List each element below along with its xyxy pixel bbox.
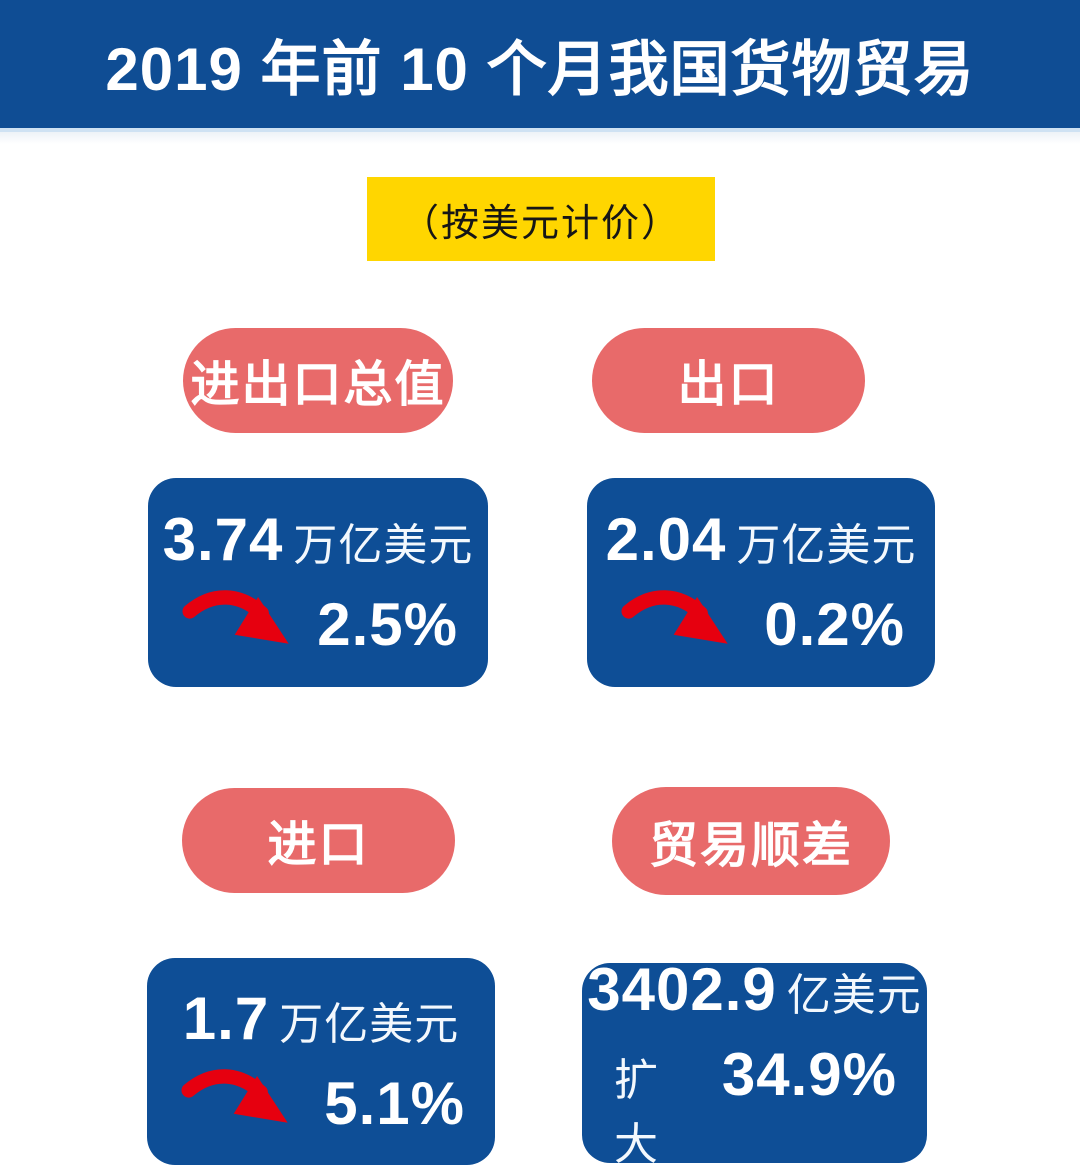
card-total-trade: 3.74 万亿美元 2.5% (148, 478, 488, 687)
imports-change: 5.1% (324, 1069, 465, 1137)
total-trade-unit: 万亿美元 (293, 521, 474, 570)
imports-change-line: 5.1% (171, 1067, 471, 1139)
imports-unit: 万亿美元 (279, 1000, 460, 1049)
pill-total-trade: 进出口总值 (183, 328, 453, 433)
trend-down-arrow-icon (181, 1069, 288, 1123)
trend-down-arrow-icon (621, 590, 728, 644)
exports-value-line: 2.04 万亿美元 (606, 505, 916, 574)
card-imports: 1.7 万亿美元 5.1% (147, 958, 495, 1165)
banner-shadow (0, 132, 1080, 144)
pill-trade-surplus: 贸易顺差 (612, 787, 890, 895)
exports-value: 2.04 (605, 506, 727, 573)
exports-unit: 万亿美元 (736, 521, 917, 570)
pill-exports-label: 出口 (677, 358, 780, 412)
exports-change-line: 0.2% (611, 588, 911, 660)
total-trade-value-line: 3.74 万亿美元 (163, 505, 473, 574)
total-trade-change: 2.5% (317, 590, 458, 658)
subtitle-badge: （按美元计价） (367, 177, 715, 261)
trade-surplus-value: 3402.9 (587, 955, 777, 1023)
pill-imports: 进口 (182, 788, 455, 893)
imports-value-line: 1.7 万亿美元 (171, 984, 471, 1053)
banner-separator (0, 128, 1080, 132)
subtitle-label: （按美元计价） (400, 202, 681, 245)
pill-trade-surplus-label: 贸易顺差 (648, 818, 853, 873)
header-banner: 2019 年前 10 个月我国货物贸易 (0, 0, 1080, 128)
trade-surplus-unit: 亿美元 (786, 970, 922, 1020)
card-exports: 2.04 万亿美元 0.2% (587, 478, 935, 687)
exports-change: 0.2% (764, 590, 905, 658)
trade-surplus-change: 34.9% (721, 1040, 897, 1108)
total-trade-change-line: 2.5% (172, 588, 464, 660)
card-trade-surplus: 3402.9 亿美元 扩大 34.9% (582, 956, 927, 1169)
imports-value: 1.7 (182, 985, 270, 1052)
page-title: 2019 年前 10 个月我国货物贸易 (105, 35, 975, 103)
pill-exports: 出口 (592, 328, 865, 433)
trend-down-arrow-icon (182, 590, 289, 644)
trade-surplus-value-line: 3402.9 亿美元 (587, 955, 921, 1024)
pill-total-trade-label: 进出口总值 (190, 358, 446, 412)
trade-surplus-change-line: 扩大 34.9% (606, 1040, 903, 1170)
trade-surplus-change-prefix: 扩大 (614, 1055, 660, 1169)
total-trade-value: 3.74 (162, 506, 284, 573)
pill-imports-label: 进口 (267, 818, 370, 872)
